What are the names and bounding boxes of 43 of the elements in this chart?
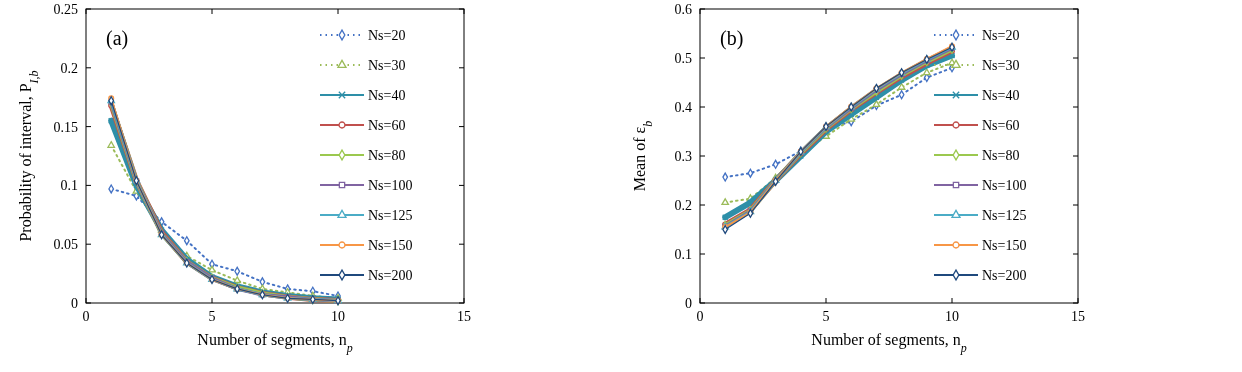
legend-label: Ns=40 [982, 88, 1020, 103]
legend-label: Ns=200 [982, 268, 1027, 283]
x-axis-title: Number of segments, n$_{p}$ [811, 331, 967, 355]
legend-label: Ns=100 [368, 178, 413, 193]
y-tick-label: 0.15 [53, 119, 78, 135]
x-axis-title: Number of segments, n$_{p}$ [197, 331, 353, 355]
x-tick-label: 0 [696, 309, 704, 324]
legend-label: Ns=30 [368, 58, 406, 73]
y-tick-label: 0 [71, 296, 78, 311]
y-tick-label: 0.3 [674, 149, 692, 164]
x-tick-label: 15 [1071, 309, 1085, 324]
y-tick-label: 0.05 [53, 237, 78, 253]
x-tick-label: 15 [457, 309, 471, 324]
legend-label: Ns=150 [982, 238, 1027, 253]
x-tick-label: 10 [945, 309, 959, 324]
legend-label: Ns=30 [982, 58, 1020, 73]
y-tick-label: 0.2 [674, 198, 692, 213]
y-tick-label: 0.5 [674, 51, 692, 66]
y-tick-label: 0.6 [674, 2, 692, 17]
annotation: (b) [720, 27, 744, 50]
y-tick-label: 0 [685, 296, 692, 311]
legend-label: Ns=100 [982, 178, 1027, 193]
y-tick-label: 0.25 [53, 2, 78, 17]
annotation: (a) [106, 27, 129, 50]
legend-label: Ns=60 [368, 118, 406, 133]
x-tick-label: 5 [822, 309, 830, 324]
legend-label: Ns=125 [368, 208, 413, 223]
legend-label: Ns=150 [368, 238, 413, 253]
legend-label: Ns=20 [368, 28, 406, 43]
legend-label: Ns=80 [368, 148, 406, 163]
y-tick-label: 0.1 [60, 178, 78, 194]
y-tick-label: 0.2 [60, 60, 78, 76]
legend-label: Ns=60 [982, 118, 1020, 133]
legend-label: Ns=200 [368, 268, 413, 283]
x-tick-label: 10 [331, 309, 345, 324]
y-tick-label: 0.4 [674, 100, 692, 115]
x-tick-label: 0 [82, 309, 90, 324]
legend-label: Ns=40 [368, 88, 406, 103]
x-tick-label: 5 [208, 309, 216, 324]
legend-label: Ns=20 [982, 28, 1020, 43]
legend-label: Ns=125 [982, 208, 1027, 223]
y-tick-label: 0.1 [674, 247, 692, 262]
legend-label: Ns=80 [982, 148, 1020, 163]
